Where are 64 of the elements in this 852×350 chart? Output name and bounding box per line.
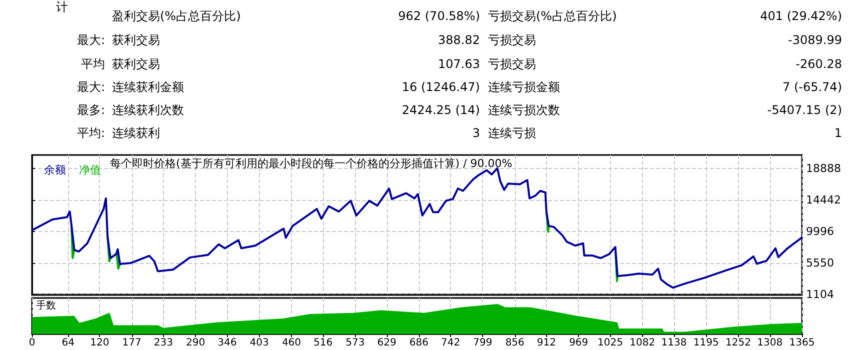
text: 7 (-65.74) xyxy=(782,80,842,94)
x-tick-label: 629 xyxy=(377,338,396,348)
x-tick-label: 1025 xyxy=(597,338,623,348)
x-tick-label: 1082 xyxy=(630,338,656,348)
text: 最大: xyxy=(76,80,105,94)
text: 1 xyxy=(834,126,842,140)
text: 962 (70.58%) xyxy=(398,9,480,23)
text: -260.28 xyxy=(796,57,842,71)
text: 平均 xyxy=(81,57,105,71)
text: 计 xyxy=(56,0,68,14)
text: 获利交易 xyxy=(112,33,160,47)
text: 亏损交易 xyxy=(488,57,536,71)
y-tick-label: 9996 xyxy=(806,225,834,238)
text: 388.82 xyxy=(438,33,480,47)
y-tick-label: 1104 xyxy=(806,288,834,301)
text: 16 (1246.47) xyxy=(402,80,480,94)
text: 2424.25 (14) xyxy=(402,103,480,117)
text: 平均: xyxy=(76,126,105,140)
text: 最多: xyxy=(76,103,105,117)
y-tick-label: 18888 xyxy=(806,162,841,176)
x-tick-label: 1365 xyxy=(789,338,815,348)
x-tick-label: 233 xyxy=(154,338,173,348)
text: -3089.99 xyxy=(788,33,842,47)
text: 亏损交易(%占总百分比) xyxy=(488,9,617,23)
text: 107.63 xyxy=(438,57,480,71)
text: 3 xyxy=(472,126,480,140)
y-tick-label: 14442 xyxy=(806,194,841,207)
x-tick-label: 403 xyxy=(250,338,269,348)
x-tick-label: 120 xyxy=(90,338,110,348)
x-tick-label: 346 xyxy=(218,338,237,348)
x-tick-label: 573 xyxy=(346,338,365,348)
text: 401 (29.42%) xyxy=(760,9,842,23)
x-tick-label: 0 xyxy=(28,338,36,348)
x-tick-label: 969 xyxy=(569,338,588,348)
chart-title: 每个即时价格(基于所有可利用的最小时段的每一个价格的分形插值计算) / 90.00% xyxy=(110,157,512,170)
text: 亏损交易 xyxy=(488,33,536,47)
chart-title: 手数 xyxy=(36,300,56,312)
x-tick-label: 460 xyxy=(282,338,302,348)
y-tick-label: 5550 xyxy=(806,256,834,270)
text: 最大: xyxy=(76,33,105,47)
x-tick-label: 1195 xyxy=(693,338,719,348)
x-tick-label: 856 xyxy=(505,338,524,348)
x-tick-label: 1308 xyxy=(757,338,783,348)
text: -5407.15 (2) xyxy=(767,103,842,117)
text: 连续亏损次数 xyxy=(488,103,560,117)
x-tick-label: 799 xyxy=(473,338,492,348)
x-tick-label: 1252 xyxy=(726,338,751,348)
text: 连续获利次数 xyxy=(112,103,184,117)
x-tick-label: 1138 xyxy=(661,338,687,348)
text: 连续获利金额 xyxy=(112,80,184,94)
x-tick-label: 290 xyxy=(186,338,206,348)
x-tick-label: 686 xyxy=(409,338,429,348)
x-tick-label: 64 xyxy=(62,338,74,348)
text: 余额 xyxy=(44,164,66,176)
text: 连续亏损金额 xyxy=(488,80,560,94)
x-tick-label: 177 xyxy=(122,338,142,348)
x-tick-label: 516 xyxy=(314,338,333,348)
x-tick-label: 742 xyxy=(441,338,460,348)
text: 连续获利 xyxy=(112,126,160,140)
text: 获利交易 xyxy=(112,57,160,71)
text: 净值 xyxy=(79,164,101,176)
text: 盈利交易(%占总百分比) xyxy=(112,9,241,23)
x-tick-label: 912 xyxy=(536,338,556,348)
text: 连续亏损 xyxy=(488,126,536,140)
